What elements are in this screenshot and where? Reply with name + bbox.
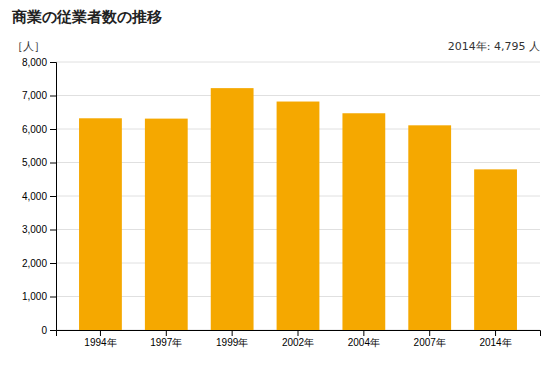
y-tick-mark <box>50 330 56 331</box>
x-tick-label: 1994年 <box>84 337 116 348</box>
y-tick-label: 5,000 <box>22 157 47 168</box>
x-tick-label: 2014年 <box>479 337 511 348</box>
x-tick-label: 2002年 <box>282 337 314 348</box>
y-tick-label: 8,000 <box>22 57 47 68</box>
y-tick-mark <box>50 196 56 197</box>
x-tick-mark <box>232 330 233 336</box>
x-tick: 1997年 <box>150 330 182 348</box>
y-tick: 7,000 <box>22 90 56 101</box>
y-tick-label: 2,000 <box>22 258 47 269</box>
bar <box>474 169 517 330</box>
bar <box>342 113 385 330</box>
y-tick: 4,000 <box>22 191 56 202</box>
y-tick-label: 4,000 <box>22 191 47 202</box>
x-tick: 2007年 <box>414 330 446 348</box>
x-tick-label: 2007年 <box>414 337 446 348</box>
y-tick: 8,000 <box>22 57 56 68</box>
x-tick: 2002年 <box>282 330 314 348</box>
title: 商業の従業者数の推移 <box>11 8 162 26</box>
y-tick-label: 6,000 <box>22 124 47 135</box>
annotation: 2014年: 4,795 人 <box>448 40 540 53</box>
x-tick: 1999年 <box>216 330 248 348</box>
plot: 0 1,000 2,000 3,000 4,000 5,000 6,000 7,000 8,00… <box>22 57 541 348</box>
bar <box>277 102 320 330</box>
bars <box>79 88 517 330</box>
x-tick-mark <box>429 330 430 336</box>
y-tick-mark <box>50 62 56 63</box>
grid <box>56 62 540 330</box>
y-tick: 0 <box>41 325 56 336</box>
y-tick-label: 7,000 <box>22 90 47 101</box>
bar <box>79 118 122 330</box>
y-axis-label: ［人］ <box>12 40 45 53</box>
grid-line <box>56 62 540 63</box>
x-axis: 1994年 1997年 1999年 2002年 2004年 2007年 2014年 <box>57 330 541 348</box>
y-tick-mark <box>50 230 56 231</box>
y-tick-mark <box>50 297 56 298</box>
y-tick: 2,000 <box>22 258 56 269</box>
y-axis: 0 1,000 2,000 3,000 4,000 5,000 6,000 7,000 8,00… <box>22 57 57 336</box>
x-axis-line <box>57 331 541 337</box>
y-tick-mark <box>50 129 56 130</box>
chart: 商業の従業者数の推移 ［人］ 2014年: 4,795 人 0 1,000 2,000 3,… <box>0 0 560 366</box>
x-tick-mark <box>363 330 364 336</box>
grid-line <box>56 95 540 96</box>
x-tick-label: 1997年 <box>150 337 182 348</box>
x-tick-label: 1999年 <box>216 337 248 348</box>
bar <box>408 125 451 330</box>
y-axis-line <box>50 63 57 331</box>
y-tick-label: 3,000 <box>22 224 47 235</box>
x-tick-mark <box>100 330 101 336</box>
x-tick: 1994年 <box>84 330 116 348</box>
x-tick: 2004年 <box>348 330 380 348</box>
bar <box>211 88 254 330</box>
x-tick-label: 2004年 <box>348 337 380 348</box>
x-tick: 2014年 <box>479 330 511 348</box>
y-tick: 6,000 <box>22 124 56 135</box>
y-tick-label: 1,000 <box>22 291 47 302</box>
y-tick: 1,000 <box>22 291 56 302</box>
y-tick-label: 0 <box>41 325 47 336</box>
y-tick-mark <box>50 163 56 164</box>
x-tick-mark <box>166 330 167 336</box>
y-tick: 3,000 <box>22 224 56 235</box>
bar <box>145 119 188 330</box>
y-tick-mark <box>50 96 56 97</box>
y-tick: 5,000 <box>22 157 56 168</box>
x-tick-mark <box>495 330 496 336</box>
x-tick-mark <box>298 330 299 336</box>
y-tick-mark <box>50 263 56 264</box>
